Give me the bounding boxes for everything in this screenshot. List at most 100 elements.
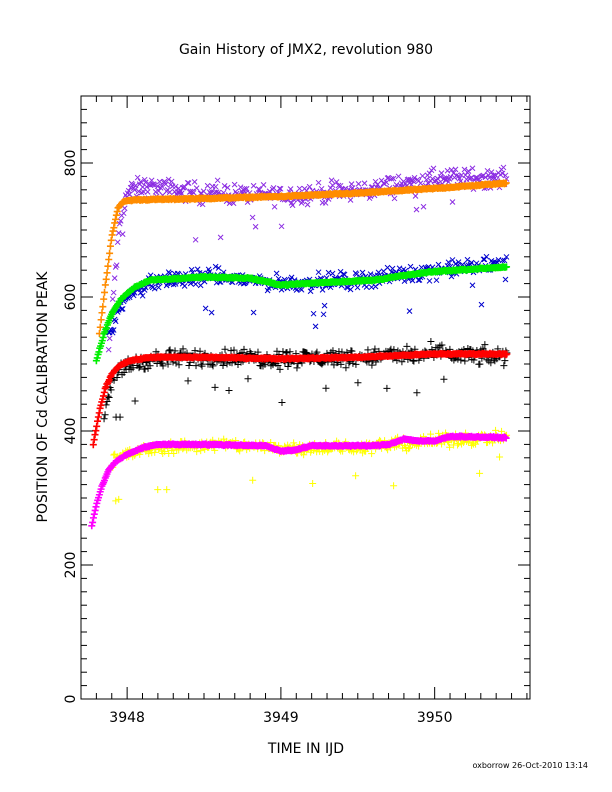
data-point xyxy=(119,231,126,237)
data-point xyxy=(433,277,440,284)
data-point xyxy=(165,347,173,355)
data-point xyxy=(165,176,172,183)
data-point xyxy=(213,189,220,195)
data-point xyxy=(106,335,113,342)
data-point xyxy=(185,362,193,370)
data-point xyxy=(329,182,336,189)
data-point xyxy=(141,365,149,373)
data-point xyxy=(227,347,235,355)
data-point xyxy=(126,191,133,198)
data-point xyxy=(501,257,508,264)
data-point xyxy=(296,185,303,192)
data-point xyxy=(120,210,127,217)
data-point xyxy=(322,384,330,392)
data-point xyxy=(337,360,345,368)
data-point xyxy=(315,269,322,276)
data-point xyxy=(273,270,280,277)
data-point xyxy=(420,203,427,210)
data-point xyxy=(354,379,362,387)
data-point xyxy=(106,249,114,257)
data-point xyxy=(348,347,356,355)
data-point xyxy=(212,183,219,190)
data-point xyxy=(312,323,319,330)
data-point xyxy=(252,223,259,230)
data-point xyxy=(438,170,445,176)
data-point xyxy=(107,386,115,394)
data-point xyxy=(198,362,206,370)
data-point xyxy=(448,273,455,280)
data-point xyxy=(407,263,414,270)
data-point xyxy=(352,360,360,368)
data-point xyxy=(450,170,457,177)
data-point xyxy=(137,289,144,296)
data-point xyxy=(146,362,154,370)
data-point xyxy=(171,347,179,355)
data-point xyxy=(131,397,139,405)
data-point xyxy=(102,275,110,283)
data-point xyxy=(318,185,325,192)
data-point xyxy=(341,271,348,278)
data-point xyxy=(395,173,402,180)
data-point xyxy=(151,285,158,292)
data-point xyxy=(91,431,99,439)
data-point xyxy=(168,178,175,185)
data-point xyxy=(403,342,411,350)
data-point xyxy=(359,269,366,276)
data-point xyxy=(111,275,118,281)
data-point xyxy=(355,181,362,187)
data-point xyxy=(412,193,419,199)
data-point xyxy=(375,269,382,276)
data-point xyxy=(457,356,465,364)
data-point xyxy=(342,364,350,372)
data-point xyxy=(367,271,374,277)
data-point xyxy=(196,347,204,355)
y-axis-label: POSITION OF Cd CALIBRATION PEAK xyxy=(35,271,51,523)
data-point xyxy=(93,354,101,362)
data-point xyxy=(221,345,229,353)
data-point xyxy=(109,296,116,302)
plot-area xyxy=(88,164,511,530)
data-point xyxy=(110,327,117,333)
data-point xyxy=(391,195,398,202)
data-point xyxy=(95,348,103,356)
data-point xyxy=(426,170,433,177)
data-point xyxy=(194,266,201,273)
data-point xyxy=(116,413,124,421)
data-point xyxy=(337,182,344,189)
data-point xyxy=(101,411,109,419)
data-point xyxy=(321,302,328,309)
data-point xyxy=(106,242,114,250)
data-point xyxy=(278,399,286,407)
data-point xyxy=(396,265,403,272)
data-point xyxy=(293,364,301,372)
data-point xyxy=(175,361,183,369)
data-point xyxy=(413,389,421,397)
data-point xyxy=(383,179,390,186)
data-point xyxy=(501,357,509,365)
chart-title: Gain History of JMX2, revolution 980 xyxy=(179,42,433,58)
data-point xyxy=(211,383,219,391)
data-point xyxy=(427,337,435,345)
data-point xyxy=(101,281,109,289)
data-point xyxy=(114,239,121,246)
data-point xyxy=(478,301,485,308)
data-point xyxy=(105,256,113,264)
data-point xyxy=(383,384,391,392)
data-point xyxy=(277,185,284,192)
x-tick-label: 3949 xyxy=(263,710,299,726)
data-point xyxy=(135,188,142,195)
data-point xyxy=(320,311,327,318)
data-point xyxy=(131,187,138,193)
data-point xyxy=(322,200,329,206)
data-point xyxy=(113,374,121,382)
data-point xyxy=(354,284,361,291)
data-point xyxy=(240,345,248,353)
data-point xyxy=(430,165,437,172)
data-point xyxy=(410,357,418,365)
data-point xyxy=(371,345,379,353)
data-point xyxy=(200,188,207,195)
data-point xyxy=(193,185,200,192)
data-point xyxy=(105,393,113,401)
data-point xyxy=(191,347,199,355)
data-point xyxy=(500,164,507,171)
